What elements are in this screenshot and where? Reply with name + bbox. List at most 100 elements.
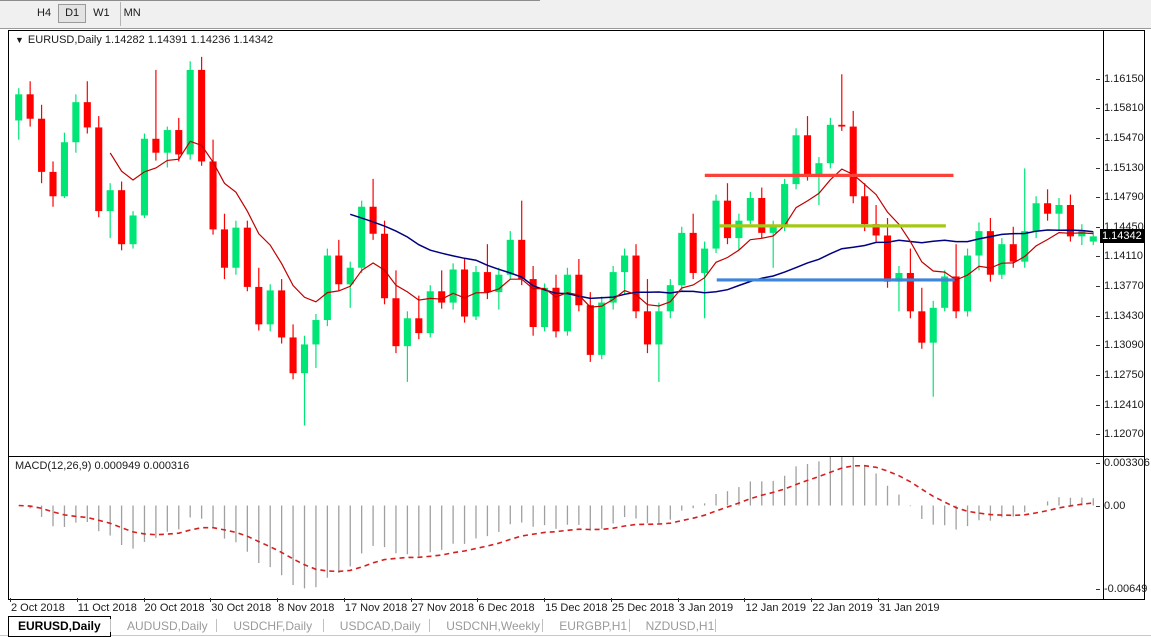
candle-body [461, 269, 469, 317]
symbol-tab-usdchf-daily[interactable]: USDCHF,Daily [233, 619, 313, 633]
candle-body [541, 287, 549, 327]
symbol-tab-nzdusd-h1[interactable]: NZDUSD,H1 [645, 619, 715, 633]
symbol-tab-usdcnh-weekly[interactable]: USDCNH,Weekly [446, 619, 540, 633]
time-axis-label: 11 Oct 2018 [77, 602, 137, 614]
candle-body [872, 224, 880, 236]
symbol-tab-eurgbp-h1[interactable]: EURGBP,H1 [559, 619, 628, 633]
macd-pane-header: MACD(12,26,9) 0.000949 0.000316 [15, 460, 190, 472]
candle-body [380, 233, 389, 299]
candle-body [609, 272, 617, 303]
candle-body [300, 344, 309, 374]
candle-body [518, 239, 526, 280]
candle-body [255, 286, 263, 325]
price-axis-label: 1.12750 [1104, 368, 1144, 381]
price-axis-label: 1.12410 [1104, 398, 1144, 411]
candle-body [243, 227, 251, 287]
symbol-tab-separator [542, 619, 544, 632]
symbol-tab-separator [322, 619, 324, 632]
macd-signal-line [18, 464, 1094, 573]
collapse-triangle-icon[interactable]: ▼ [15, 35, 24, 45]
candle-body [632, 255, 640, 312]
candle-body [483, 272, 491, 293]
time-axis-label: 27 Nov 2018 [411, 602, 474, 614]
candle-body [163, 130, 171, 153]
price-axis-tick [1096, 286, 1100, 288]
candle-body [586, 305, 594, 355]
time-axis-tick [277, 598, 279, 602]
candle-body [83, 102, 91, 128]
candle-body [60, 142, 68, 197]
ma-fast-line [109, 140, 1094, 308]
candle-body [403, 318, 411, 347]
price-axis-tick [1096, 197, 1100, 199]
time-axis-label: 30 Oct 2018 [211, 602, 272, 614]
timeframe-button-h4[interactable]: H4 [37, 7, 52, 19]
candle-body [186, 69, 194, 155]
time-axis-tick [610, 598, 612, 602]
candle-body [15, 94, 23, 121]
price-axis-tick [1096, 226, 1100, 228]
candle-body [598, 302, 606, 355]
macd-axis-label: 0.00 [1104, 499, 1126, 512]
candle-body [312, 320, 320, 345]
candle-body [438, 291, 446, 303]
candle-body [689, 232, 697, 273]
candle-body [781, 184, 789, 227]
candle-body [26, 94, 34, 119]
macd-axis-tick [1096, 463, 1100, 464]
candle-body [963, 255, 972, 312]
time-axis-tick [76, 598, 78, 602]
candle-body [815, 163, 823, 175]
candle-body [723, 200, 732, 239]
time-axis-label: 25 Dec 2018 [611, 602, 675, 614]
symbol-tab-audusd-daily[interactable]: AUDUSD,Daily [127, 619, 208, 633]
time-axis-tick [10, 598, 11, 602]
candle-body [1044, 203, 1052, 214]
price-axis-label: 1.14790 [1104, 191, 1144, 204]
timeframe-button-d1[interactable]: D1 [58, 4, 87, 23]
candle-body [129, 215, 137, 245]
symbol-tab-usdcad-daily[interactable]: USDCAD,Daily [339, 619, 421, 633]
price-axis-label: 1.14110 [1104, 250, 1143, 263]
price-axis-tick [1096, 137, 1100, 139]
candle-body [735, 220, 743, 239]
price-pane[interactable]: ▼ EURUSD,Daily 1.14282 1.14391 1.14236 1.… [9, 31, 1144, 456]
candle-body [209, 161, 217, 230]
time-axis-label: 2 Oct 2018 [11, 602, 65, 614]
macd-pane[interactable]: MACD(12,26,9) 0.000949 0.000316 [9, 457, 1144, 599]
candle-body [952, 276, 960, 312]
candle-body [883, 235, 892, 282]
chart-frame[interactable]: ▼ EURUSD,Daily 1.14282 1.14391 1.14236 1.… [8, 30, 1145, 600]
candle-body [552, 287, 560, 332]
candle-body [849, 126, 857, 197]
price-axis-label: 1.13770 [1104, 280, 1144, 293]
candle-body [289, 337, 297, 374]
time-axis-label: 31 Jan 2019 [879, 602, 940, 614]
candle-body [175, 130, 183, 155]
timeframe-button-mn[interactable]: MN [123, 7, 141, 19]
candle-body [335, 255, 343, 285]
timeframe-button-w1[interactable]: W1 [93, 7, 110, 19]
candle-body [1066, 204, 1074, 237]
time-axis-tick [544, 598, 546, 602]
candle-body [792, 135, 800, 185]
candle-body [701, 248, 709, 273]
candle-body [220, 229, 229, 268]
price-axis-tick [1096, 78, 1100, 80]
price-header-text: EURUSD,Daily 1.14282 1.14391 1.14236 1.1… [27, 34, 274, 46]
candle-body [918, 311, 926, 343]
candle-body [1055, 204, 1063, 214]
price-axis[interactable]: 1.16150 1.15810 1.15470 1.15130 1.14790 1.144… [1096, 31, 1151, 456]
candle-body [232, 227, 240, 268]
symbol-tab-bar: EURUSD,Daily AUDUSD,Daily USDCHF,Daily USDC… [0, 616, 1151, 637]
price-axis-tick [1096, 345, 1100, 347]
symbol-tab-eurusd-daily[interactable]: EURUSD,Daily [8, 616, 111, 637]
time-axis[interactable]: 2 Oct 2018 11 Oct 2018 20 Oct 2018 30 Oct 2… [8, 598, 1145, 619]
price-axis-label: 1.12070 [1104, 428, 1144, 441]
candle-body [838, 124, 846, 127]
candle-body [769, 226, 777, 233]
macd-histogram [29, 457, 1094, 589]
candle-body [426, 291, 434, 334]
macd-axis[interactable]: 0.003306 0.00 -0.00649 [1096, 457, 1151, 599]
